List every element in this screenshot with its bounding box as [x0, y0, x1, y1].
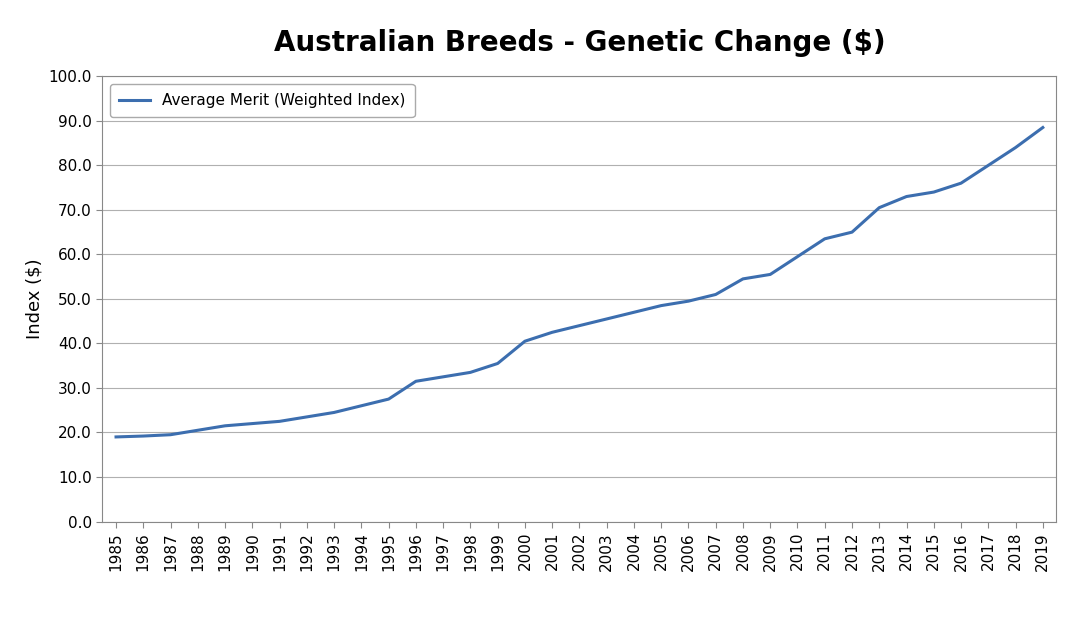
- Average Merit (Weighted Index): [736, 275, 749, 282]
- Average Merit (Weighted Index): [110, 433, 123, 441]
- Average Merit (Weighted Index): [192, 426, 205, 434]
- Average Merit (Weighted Index): [654, 302, 667, 310]
- Average Merit (Weighted Index): [492, 359, 505, 367]
- Average Merit (Weighted Index): [600, 315, 613, 323]
- Average Merit (Weighted Index): [927, 188, 940, 196]
- Average Merit (Weighted Index): [328, 408, 341, 416]
- Average Merit (Weighted Index): [273, 417, 286, 425]
- Y-axis label: Index ($): Index ($): [25, 259, 43, 339]
- Average Merit (Weighted Index): [764, 271, 777, 279]
- Average Merit (Weighted Index): [246, 420, 259, 427]
- Average Merit (Weighted Index): [682, 298, 695, 305]
- Legend: Average Merit (Weighted Index): Average Merit (Weighted Index): [110, 84, 415, 117]
- Average Merit (Weighted Index): [464, 368, 476, 376]
- Average Merit (Weighted Index): [791, 252, 804, 261]
- Average Merit (Weighted Index): [982, 162, 995, 169]
- Average Merit (Weighted Index): [545, 328, 558, 336]
- Line: Average Merit (Weighted Index): Average Merit (Weighted Index): [116, 128, 1042, 437]
- Average Merit (Weighted Index): [818, 235, 831, 243]
- Average Merit (Weighted Index): [410, 377, 423, 385]
- Title: Australian Breeds - Genetic Change ($): Australian Breeds - Genetic Change ($): [274, 29, 885, 57]
- Average Merit (Weighted Index): [137, 432, 150, 440]
- Average Merit (Weighted Index): [573, 322, 586, 329]
- Average Merit (Weighted Index): [383, 395, 396, 403]
- Average Merit (Weighted Index): [355, 402, 368, 410]
- Average Merit (Weighted Index): [900, 193, 913, 200]
- Average Merit (Weighted Index): [164, 431, 177, 439]
- Average Merit (Weighted Index): [955, 179, 968, 187]
- Average Merit (Weighted Index): [219, 422, 232, 430]
- Average Merit (Weighted Index): [845, 228, 858, 236]
- Average Merit (Weighted Index): [1036, 124, 1049, 132]
- Average Merit (Weighted Index): [437, 373, 450, 380]
- Average Merit (Weighted Index): [709, 291, 722, 298]
- Average Merit (Weighted Index): [519, 337, 531, 345]
- Average Merit (Weighted Index): [627, 308, 640, 316]
- Average Merit (Weighted Index): [1009, 144, 1022, 151]
- Average Merit (Weighted Index): [301, 413, 314, 421]
- Average Merit (Weighted Index): [873, 204, 886, 211]
